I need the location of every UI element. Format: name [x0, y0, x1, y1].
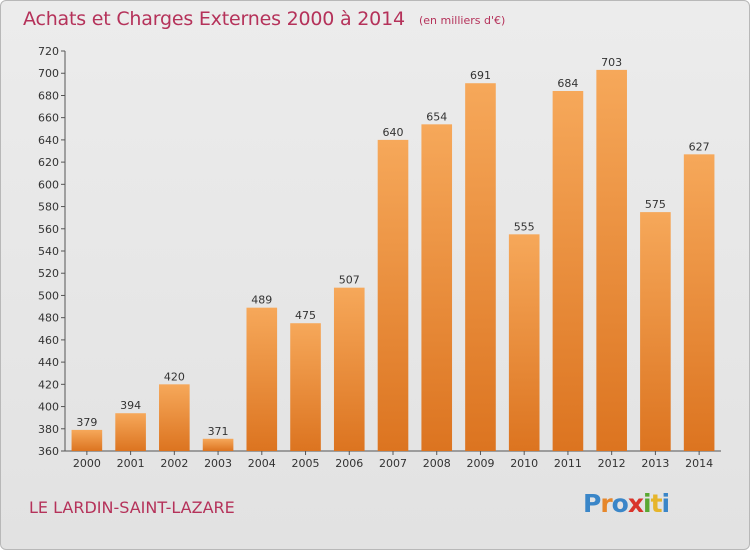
x-tick-label-2007: 2007: [379, 457, 407, 470]
x-tick-label-2012: 2012: [598, 457, 626, 470]
y-tick-label: 560: [38, 223, 59, 236]
bar-2007: [377, 139, 409, 451]
data-label-2007: 640: [383, 126, 404, 139]
data-label-2011: 684: [557, 77, 578, 90]
x-tick-label-2011: 2011: [554, 457, 582, 470]
bar-2013: [640, 212, 671, 451]
logo-letter: i: [661, 489, 671, 518]
data-label-2009: 691: [470, 69, 491, 82]
y-tick-label: 400: [38, 401, 59, 414]
data-label-2013: 575: [645, 198, 666, 211]
x-tick-label-2001: 2001: [117, 457, 145, 470]
y-tick-label: 620: [38, 156, 59, 169]
y-tick-label: 420: [38, 378, 59, 391]
x-tick-label-2002: 2002: [160, 457, 188, 470]
bar-2003: [202, 438, 234, 451]
chart-labels: 379 394 420 371 489 475 507 640 654 691 555 684 703 5…: [76, 56, 709, 438]
commune-name: LE LARDIN-SAINT-LAZARE: [29, 498, 235, 517]
chart-title: Achats et Charges Externes 2000 à 2014: [23, 8, 405, 30]
logo-letter: o: [611, 489, 629, 518]
logo-letter: i: [643, 489, 652, 518]
bar-2001: [115, 413, 146, 451]
data-label-2010: 555: [514, 220, 535, 233]
bar-2008: [421, 124, 453, 451]
data-label-2004: 489: [251, 294, 272, 307]
y-tick-label: 580: [38, 201, 59, 214]
data-label-2003: 371: [208, 425, 229, 438]
data-label-2014: 627: [689, 140, 710, 153]
bar-2006: [333, 287, 365, 451]
bar-2000: [71, 429, 103, 451]
data-label-2002: 420: [164, 370, 185, 383]
y-tick-label: 660: [38, 112, 59, 125]
x-tick-label-2010: 2010: [510, 457, 538, 470]
y-tick-label: 480: [38, 312, 59, 325]
x-tick-label-2004: 2004: [248, 457, 276, 470]
x-tick-label-2006: 2006: [335, 457, 363, 470]
bar-2002: [159, 384, 190, 451]
x-tick-label-2003: 2003: [204, 457, 232, 470]
y-tick-label: 640: [38, 134, 59, 147]
bar-2014: [683, 154, 715, 452]
data-label-2000: 379: [76, 416, 97, 429]
logo-letter: r: [600, 489, 612, 518]
y-tick-label: 700: [38, 67, 59, 80]
chart-subtitle: (en milliers d'€): [419, 14, 506, 27]
data-label-2006: 507: [339, 274, 360, 287]
data-label-2005: 475: [295, 309, 316, 322]
data-label-2008: 654: [426, 110, 447, 123]
x-tick-label-2013: 2013: [641, 457, 669, 470]
bar-2011: [552, 91, 584, 451]
x-tick-label-2014: 2014: [685, 457, 713, 470]
data-label-2001: 394: [120, 399, 141, 412]
y-tick-label: 540: [38, 245, 59, 258]
logo-letter: P: [583, 489, 601, 518]
x-tick-label-2009: 2009: [466, 457, 494, 470]
y-tick-label: 520: [38, 267, 59, 280]
chart-bars: [71, 69, 715, 452]
logo-letter: t: [650, 489, 663, 518]
proxiti-logo: Proxiti: [583, 489, 671, 518]
x-tick-label-2000: 2000: [73, 457, 101, 470]
x-tick-label-2008: 2008: [423, 457, 451, 470]
y-tick-label: 440: [38, 356, 59, 369]
bar-2005: [290, 323, 321, 451]
y-tick-label: 360: [38, 445, 59, 458]
y-tick-label: 720: [38, 45, 59, 58]
bar-2009: [465, 83, 496, 451]
y-tick-label: 600: [38, 178, 59, 191]
y-tick-label: 500: [38, 289, 59, 302]
bar-2004: [246, 307, 278, 451]
bar-2010: [508, 234, 540, 451]
bar-2012: [596, 69, 627, 451]
x-tick-label-2005: 2005: [292, 457, 320, 470]
y-tick-label: 460: [38, 334, 59, 347]
data-label-2012: 703: [601, 56, 622, 69]
logo-letter: x: [627, 489, 644, 518]
y-tick-label: 680: [38, 89, 59, 102]
y-tick-label: 380: [38, 423, 59, 436]
